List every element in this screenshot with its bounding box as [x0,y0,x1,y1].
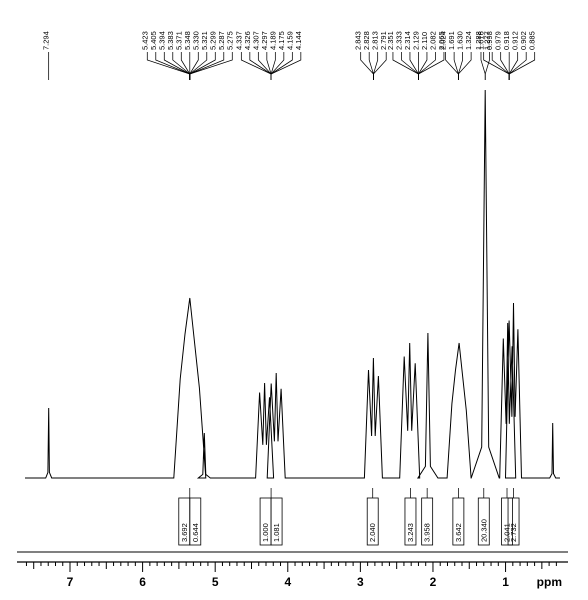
nmr-spectrum: 7.2945.4235.4055.3945.3835.3715.3485.330… [0,0,588,600]
integral-label: 20.340 [479,519,488,542]
peak-leader [271,52,275,80]
peak-leader [267,52,271,80]
peak-leader [501,52,510,80]
peak-leader [250,52,271,80]
peak-leader [509,52,535,80]
peak-leader [190,52,233,80]
peak-leader [164,52,190,80]
spectrum-trace [25,90,560,478]
peak-label: 5.275 [225,31,234,50]
peak-label: 0.885 [528,31,537,50]
peak-leader [373,52,377,80]
peak-leader [393,52,419,80]
peak-leader [190,52,216,80]
x-tick-label: 7 [67,575,74,589]
peak-leader [147,52,190,80]
peak-leader [361,52,374,80]
peak-leader [485,52,489,80]
peak-leader [509,52,518,80]
integral-label: 3.692 [180,523,189,542]
integral-label: 0.644 [191,523,200,542]
x-tick-label: 2 [430,575,437,589]
peak-leader [458,52,462,80]
peak-leader [446,52,459,80]
peak-leader [418,52,444,80]
peak-leader [410,52,419,80]
peak-leader [190,52,199,80]
peak-leader [271,52,284,80]
x-tick-label: 1 [502,575,509,589]
peak-label: 7.294 [42,31,51,50]
peak-leader [373,52,386,80]
integral-label: 2.732 [509,523,518,542]
peak-leader [454,52,458,80]
integral-label: 3.243 [406,523,415,542]
peak-label: 4.144 [294,31,303,50]
x-axis-label: ppm [537,575,562,589]
integral-label: 2.040 [368,523,377,542]
peak-leader [481,52,485,80]
peak-leader [369,52,373,80]
peak-leader [458,52,471,80]
peak-leader [181,52,190,80]
peak-label: 1.324 [464,31,473,50]
x-tick-label: 6 [139,575,146,589]
integral-label: 3.642 [454,523,463,542]
integral-label: 1.081 [272,523,281,542]
integral-label: 3.958 [423,523,432,542]
peak-leader [418,52,427,80]
peak-leader [258,52,271,80]
x-tick-label: 5 [212,575,219,589]
integral-label: 1.000 [261,523,270,542]
x-tick-label: 4 [284,575,291,589]
x-tick-label: 3 [357,575,364,589]
peak-leader [271,52,292,80]
